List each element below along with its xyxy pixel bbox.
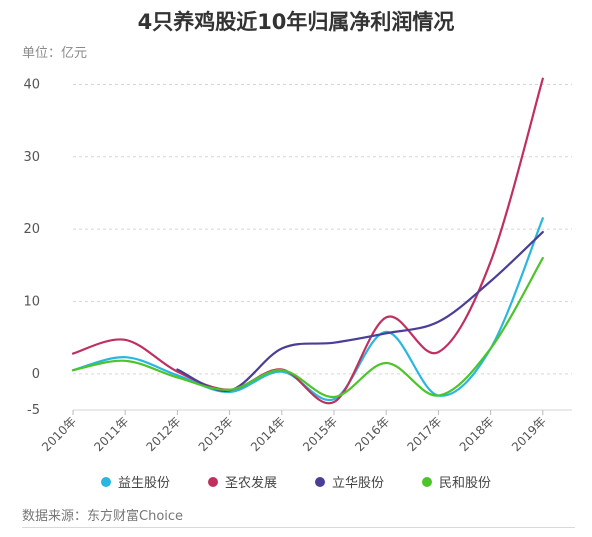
legend-label: 益生股份	[117, 476, 170, 491]
series-line-2	[176, 230, 544, 392]
y-tick-label: 30	[23, 150, 40, 165]
series-line-0	[71, 217, 544, 402]
y-tick-label: 20	[23, 222, 40, 237]
legend-label: 立华股份	[332, 476, 385, 491]
x-tick-label: 2016年	[352, 414, 392, 454]
y-tick-label: 0	[32, 367, 40, 382]
legend-swatch	[422, 476, 433, 487]
legend-label: 民和股份	[439, 476, 492, 491]
x-tick-label: 2018年	[457, 414, 497, 454]
y-tick-label: 10	[23, 294, 40, 309]
legend-item: 益生股份	[100, 472, 170, 491]
x-tick-label: 2019年	[509, 414, 549, 454]
x-tick-label: 2013年	[196, 414, 236, 454]
legend: 益生股份 圣农发展 立华股份 民和股份	[0, 472, 592, 491]
legend-swatch	[207, 476, 218, 487]
legend-item: 圣农发展	[207, 472, 277, 491]
x-tick-label: 2010年	[39, 414, 79, 454]
x-tick-label: 2011年	[91, 414, 131, 454]
x-tick-label: 2014年	[248, 414, 288, 454]
series-line-1	[71, 77, 544, 405]
legend-item: 民和股份	[422, 472, 491, 491]
series-line-3	[71, 256, 544, 399]
unit-label: 单位：亿元	[22, 46, 88, 61]
y-tick-label: 40	[23, 77, 40, 92]
divider	[22, 527, 575, 528]
x-tick-label: 2012年	[144, 414, 184, 454]
chart-title: 4只养鸡股近10年归属净利润情况	[137, 10, 455, 34]
y-tick-label: -5	[27, 403, 40, 418]
legend-item: 立华股份	[315, 472, 384, 491]
x-tick-label: 2017年	[405, 414, 445, 454]
legend-swatch	[315, 476, 325, 487]
source-note: 数据来源：东方财富Choice	[22, 509, 184, 524]
x-tick-label: 2015年	[300, 414, 340, 454]
legend-swatch	[100, 476, 111, 487]
legend-label: 圣农发展	[224, 476, 277, 491]
